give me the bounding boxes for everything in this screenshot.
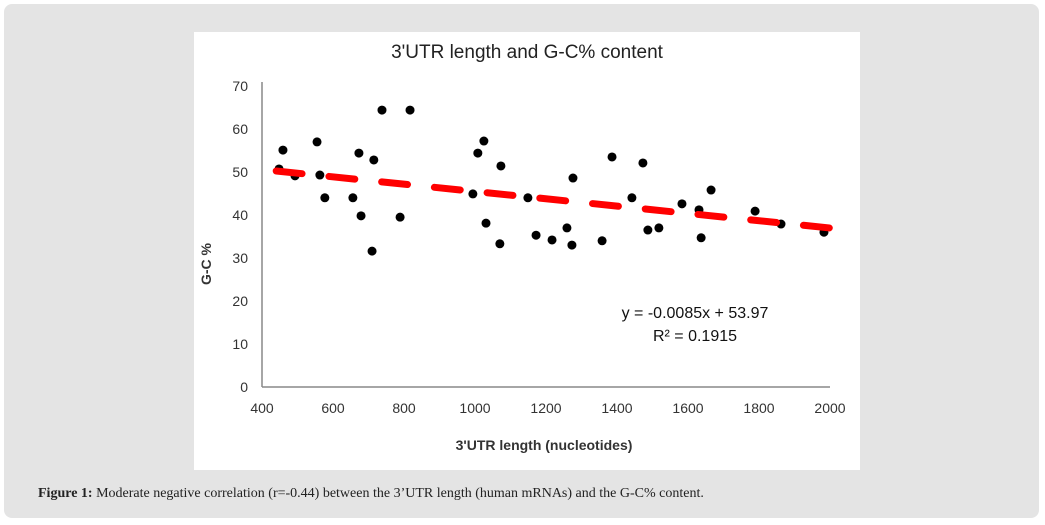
x-tick-label: 1200 [530,400,561,416]
data-point [479,136,489,146]
data-point [696,233,706,243]
data-point [315,170,325,180]
chart-title: 3'UTR length and G-C% content [391,42,664,63]
caption-label: Figure 1: [38,486,93,501]
y-tick-label: 60 [232,121,248,137]
trendline [272,167,834,232]
figure-caption: Figure 1: Moderate negative correlation … [38,486,704,502]
data-point [405,105,415,115]
data-point [706,185,716,195]
x-tick-label: 1400 [601,400,632,416]
data-point [531,230,541,240]
chart-area: 3'UTR length and G-C% content G-C % 3'UT… [194,32,860,470]
x-tick-label: 2000 [814,400,845,416]
data-point [495,239,505,249]
data-point [468,189,478,199]
x-tick-label: 1600 [672,400,703,416]
data-point [643,225,653,235]
data-point [750,206,760,216]
x-tick-label: 400 [250,400,274,416]
data-point [369,155,379,165]
data-point [677,199,687,209]
data-point [356,211,366,221]
data-point [607,152,617,162]
x-tick-label: 600 [321,400,345,416]
data-point [348,193,358,203]
x-tick-label: 800 [392,400,416,416]
data-point [395,212,405,222]
y-tick-label: 10 [232,336,248,352]
y-tick-label: 40 [232,207,248,223]
data-point [567,240,577,250]
data-point [481,218,491,228]
x-tick-label: 1000 [459,400,490,416]
data-point [320,193,330,203]
data-point [597,236,607,246]
data-point [547,235,557,245]
data-point [627,193,637,203]
data-point [473,148,483,158]
y-axis-label: G-C % [198,242,214,285]
data-point [278,145,288,155]
data-point [654,223,664,233]
scatter-chart: 3'UTR length and G-C% content G-C % 3'UT… [198,42,846,453]
data-point [496,161,506,171]
caption-text: Moderate negative correlation (r=-0.44) … [92,486,704,501]
data-point [354,148,364,158]
y-tick-label: 70 [232,78,248,94]
data-point [367,246,377,256]
data-point [377,105,387,115]
data-point [638,158,648,168]
r-squared: R² = 0.1915 [653,328,737,345]
trend-equation: y = -0.0085x + 53.97 [622,305,769,322]
figure-panel: 3'UTR length and G-C% content G-C % 3'UT… [4,4,1039,518]
data-point [568,173,578,183]
y-tick-label: 30 [232,250,248,266]
y-tick-label: 50 [232,164,248,180]
y-tick-label: 20 [232,293,248,309]
x-tick-label: 1800 [743,400,774,416]
data-point [312,137,322,147]
data-point [562,223,572,233]
y-tick-label: 0 [240,379,248,395]
x-axis-label: 3'UTR length (nucleotides) [456,437,633,453]
data-point [523,193,533,203]
